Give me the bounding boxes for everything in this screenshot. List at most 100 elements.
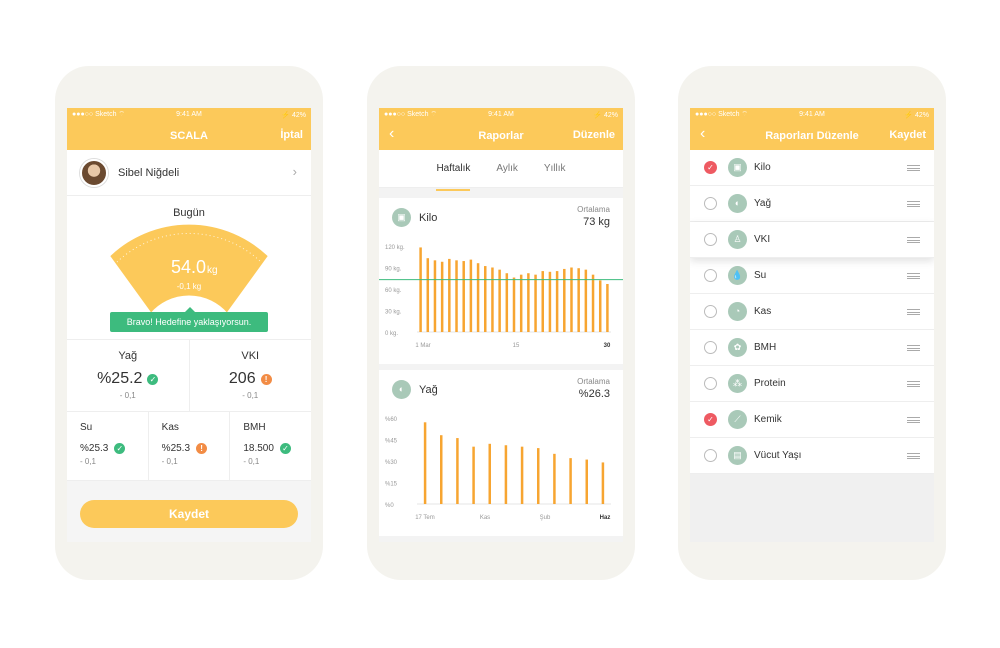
unchecked-radio[interactable]	[704, 233, 717, 246]
tab-monthly[interactable]: Aylık	[496, 163, 518, 174]
unchecked-radio[interactable]	[704, 269, 717, 282]
weight-unit: kg	[207, 265, 218, 276]
metric-kas[interactable]: Kas %25.3! - 0,1	[149, 412, 231, 480]
report-item-row[interactable]: ◐ Yağ	[690, 186, 934, 222]
edit-button[interactable]: Düzenle	[572, 129, 615, 141]
metric-delta: - 0,1	[242, 391, 259, 400]
y-tick-label: %60	[385, 417, 398, 423]
check-icon: ✓	[114, 443, 126, 454]
metric-yag[interactable]: Yağ %25.2 ✓ - 0,1	[67, 340, 190, 411]
unchecked-radio[interactable]	[704, 197, 717, 210]
unchecked-radio[interactable]	[704, 341, 717, 354]
drag-handle-icon[interactable]	[907, 381, 920, 387]
x-tick-label: Kas	[480, 515, 490, 521]
status-bar: ●●●○○ Sketch ⌔ 9:41 AM ⚡ 42%	[379, 108, 623, 121]
divider	[379, 188, 623, 198]
y-tick-label: 120 kg.	[385, 245, 405, 251]
back-arrow-icon[interactable]: ‹	[700, 125, 706, 142]
report-item-row[interactable]: ♙ VKI	[690, 222, 934, 258]
warning-icon: !	[196, 443, 208, 454]
weight-value: 54.0	[171, 257, 206, 277]
goal-badge: Bravo! Hedefine yaklaşıyorsun.	[110, 307, 268, 332]
profile-row[interactable]: Sibel Niğdeli ›	[67, 150, 311, 196]
report-item-row[interactable]: ▤ Vücut Yaşı	[690, 438, 934, 474]
fat-icon: ◐	[392, 380, 411, 399]
tab-yearly[interactable]: Yıllık	[543, 163, 566, 174]
report-item-row[interactable]: 💧 Su	[690, 258, 934, 294]
average-value: %26.3	[578, 388, 610, 400]
y-tick-label: 90 kg.	[385, 267, 402, 273]
chart-bar	[462, 261, 465, 332]
phone-scala: ●●●○○ Sketch ⌔ 9:41 AM ⚡ 42% SCALA İptal…	[55, 66, 323, 580]
y-tick-label: 0 kg.	[385, 331, 398, 337]
save-button[interactable]: Kaydet	[889, 129, 926, 141]
checked-radio[interactable]: ✓	[704, 413, 717, 426]
chart-bar	[423, 422, 427, 504]
drag-handle-icon[interactable]	[907, 237, 920, 243]
chart-bar	[505, 273, 509, 332]
average-label: Ortalama	[577, 377, 610, 386]
report-item-label: Kas	[754, 306, 772, 317]
metric-su[interactable]: Su %25.3 ✓ - 0,1	[67, 412, 149, 480]
chart-bar	[570, 267, 573, 332]
metric-bmh[interactable]: BMH 18.500 ✓ - 0,1	[230, 412, 311, 480]
drag-handle-icon[interactable]	[907, 417, 920, 423]
nav-title: Raporları Düzenle	[765, 129, 859, 142]
phone-edit-reports: ●●●○○ Sketch ⌔ 9:41 AM ⚡ 42% ‹ Raporları…	[678, 66, 946, 580]
check-icon: ✓	[279, 443, 291, 454]
checked-radio[interactable]: ✓	[704, 161, 717, 174]
chart-bar	[440, 435, 443, 504]
drag-handle-icon[interactable]	[907, 309, 920, 315]
chart-bar	[601, 462, 605, 504]
chart-bar	[433, 260, 437, 332]
x-tick-label: 15	[513, 343, 520, 349]
profile-name: Sibel Niğdeli	[118, 166, 180, 179]
screen-scala: ●●●○○ Sketch ⌔ 9:41 AM ⚡ 42% SCALA İptal…	[67, 108, 311, 542]
y-tick-label: 60 kg.	[385, 288, 402, 294]
cancel-button[interactable]: İptal	[280, 129, 303, 141]
chart-bar	[537, 448, 540, 504]
chart-bar	[488, 443, 491, 504]
status-carrier: ●●●○○ Sketch ⌔	[695, 111, 749, 118]
drag-handle-icon[interactable]	[907, 453, 920, 459]
tab-weekly[interactable]: Haftalık	[436, 158, 470, 191]
chart-bar	[456, 438, 459, 504]
report-item-label: Su	[754, 270, 767, 281]
yag-report-card[interactable]: ◐ Yağ Ortalama %26.3 %60 %45 %30 %15 %0 17 Te…	[379, 370, 623, 536]
drag-handle-icon[interactable]	[907, 345, 920, 351]
unchecked-radio[interactable]	[704, 305, 717, 318]
chart-bar	[606, 283, 609, 332]
metric-vki[interactable]: VKI 206! - 0,1	[190, 340, 312, 411]
drag-handle-icon[interactable]	[907, 273, 920, 279]
metric-label: VKI	[241, 350, 260, 362]
drag-handle-icon[interactable]	[907, 165, 920, 171]
x-tick-label: 17 Tem	[415, 515, 435, 521]
report-item-row[interactable]: ✿ BMH	[690, 330, 934, 366]
weight-gauge: 54.0 kg -0,1 kg Bravo! Hedefine yaklaşıy…	[67, 219, 311, 339]
y-tick-label: %0	[385, 503, 394, 509]
warning-icon: !	[260, 373, 272, 385]
kilo-report-card[interactable]: ▣ Kilo Ortalama 73 kg 120 kg. 90 kg. 60 kg…	[379, 198, 623, 364]
save-button[interactable]: Kaydet	[80, 500, 298, 528]
metric-label: Kas	[161, 422, 179, 433]
drag-handle-icon[interactable]	[907, 201, 920, 207]
back-arrow-icon[interactable]: ‹	[389, 125, 395, 142]
chart-bar	[534, 274, 537, 332]
chart-bar	[472, 446, 475, 504]
avatar	[80, 158, 108, 187]
chart-bar	[512, 277, 516, 332]
chart-bar	[448, 258, 451, 332]
unchecked-radio[interactable]	[704, 377, 717, 390]
report-item-label: Vücut Yaşı	[754, 450, 802, 461]
report-item-row[interactable]: ✓ ⟋ Kemik	[690, 402, 934, 438]
protein-icon: ⁂	[728, 374, 747, 393]
report-item-row[interactable]: ✓ ▣ Kilo	[690, 150, 934, 186]
status-battery: ⚡ 42%	[281, 111, 306, 119]
report-item-row[interactable]: ⁂ Protein	[690, 366, 934, 402]
unchecked-radio[interactable]	[704, 449, 717, 462]
chart-bar	[520, 446, 524, 504]
y-tick-label: 30 kg.	[385, 310, 402, 316]
average-value: 73 kg	[583, 216, 610, 228]
report-item-row[interactable]: ◔ Kas	[690, 294, 934, 330]
metric-value: %25.3	[161, 443, 191, 454]
